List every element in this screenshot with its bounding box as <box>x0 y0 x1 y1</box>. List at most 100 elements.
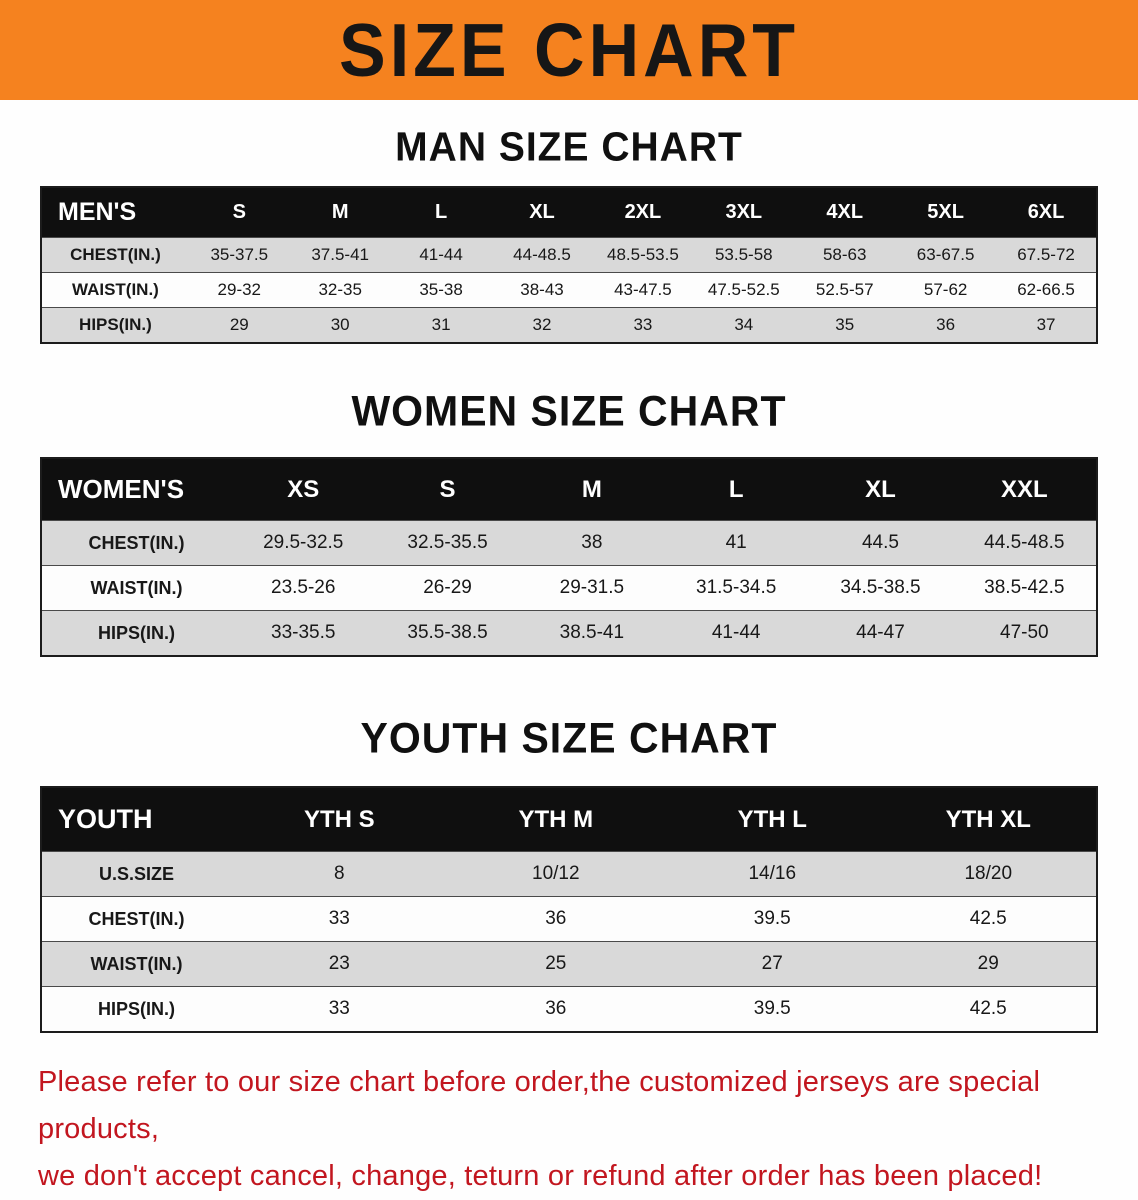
size-header-cell: M <box>519 458 665 521</box>
size-header-cell: XXL <box>952 458 1097 521</box>
value-cell: 48.5-53.5 <box>592 237 694 273</box>
value-cell: 57-62 <box>895 272 997 308</box>
value-cell: 32-35 <box>289 272 391 308</box>
women-size-chart-heading: WOMEN SIZE CHART <box>351 386 787 436</box>
value-cell: 44.5 <box>808 520 953 566</box>
disclaimer-line-1: Please refer to our size chart before or… <box>38 1066 1041 1145</box>
value-cell: 31.5-34.5 <box>664 565 809 611</box>
value-cell: 30 <box>289 307 391 343</box>
table-row: HIPS(IN.) 33 36 39.5 42.5 <box>41 986 1097 1032</box>
row-label: CHEST(IN.) <box>41 520 232 566</box>
table-title-cell: WOMEN'S <box>41 458 232 521</box>
value-cell: 42.5 <box>880 986 1097 1032</box>
value-cell: 33 <box>231 986 448 1032</box>
size-header-cell: 5XL <box>895 187 997 238</box>
youth-size-table: YOUTH YTH S YTH M YTH L YTH XL U.S.SIZE 8 10/12… <box>40 786 1098 1033</box>
size-chart-banner: SIZE CHART <box>0 0 1138 100</box>
size-header-cell: S <box>188 187 290 238</box>
value-cell: 36 <box>447 986 665 1032</box>
table-row: WAIST(IN.) 23 25 27 29 <box>41 941 1097 987</box>
value-cell: 44-47 <box>808 610 953 656</box>
row-label: U.S.SIZE <box>41 851 232 897</box>
size-header-cell: YTH XL <box>880 787 1097 852</box>
value-cell: 25 <box>447 941 665 987</box>
row-label: HIPS(IN.) <box>41 307 189 343</box>
row-label: HIPS(IN.) <box>41 986 232 1032</box>
disclaimer-line-2: we don't accept cancel, change, teturn o… <box>38 1159 1043 1192</box>
size-chart-title: SIZE CHART <box>339 7 799 93</box>
value-cell: 23 <box>231 941 448 987</box>
value-cell: 33 <box>592 307 694 343</box>
value-cell: 35 <box>794 307 896 343</box>
row-label: CHEST(IN.) <box>41 896 232 942</box>
value-cell: 47.5-52.5 <box>693 272 795 308</box>
table-row: WAIST(IN.) 29-32 32-35 35-38 38-43 43-47.5 47.… <box>41 272 1097 308</box>
value-cell: 29 <box>188 307 290 343</box>
row-label: WAIST(IN.) <box>41 941 232 987</box>
value-cell: 29 <box>880 941 1097 987</box>
value-cell: 63-67.5 <box>895 237 997 273</box>
disclaimer: Please refer to our size chart before or… <box>38 1059 1100 1200</box>
value-cell: 38 <box>519 520 665 566</box>
size-header-cell: YTH S <box>231 787 448 852</box>
value-cell: 23.5-26 <box>231 565 376 611</box>
womens-size-table: WOMEN'S XS S M L XL XXL CHEST(IN.) 29.5-32.5 32.5… <box>40 457 1098 657</box>
value-cell: 35.5-38.5 <box>375 610 520 656</box>
value-cell: 62-66.5 <box>996 272 1097 308</box>
value-cell: 26-29 <box>375 565 520 611</box>
size-header-cell: XL <box>491 187 593 238</box>
table-row: U.S.SIZE 8 10/12 14/16 18/20 <box>41 851 1097 897</box>
value-cell: 38.5-42.5 <box>952 565 1097 611</box>
youth-size-chart-heading: YOUTH SIZE CHART <box>360 713 778 763</box>
value-cell: 32 <box>491 307 593 343</box>
value-cell: 39.5 <box>664 896 881 942</box>
size-header-cell: 4XL <box>794 187 896 238</box>
value-cell: 37 <box>996 307 1097 343</box>
value-cell: 35-38 <box>390 272 492 308</box>
men-size-chart-heading: MAN SIZE CHART <box>395 124 743 171</box>
value-cell: 37.5-41 <box>289 237 391 273</box>
value-cell: 29-32 <box>188 272 290 308</box>
value-cell: 42.5 <box>880 896 1097 942</box>
value-cell: 41 <box>664 520 809 566</box>
row-label: WAIST(IN.) <box>41 565 232 611</box>
table-row: CHEST(IN.) 33 36 39.5 42.5 <box>41 896 1097 942</box>
value-cell: 38-43 <box>491 272 593 308</box>
value-cell: 39.5 <box>664 986 881 1032</box>
row-label: CHEST(IN.) <box>41 237 189 273</box>
size-header-cell: M <box>289 187 391 238</box>
size-header-cell: L <box>664 458 809 521</box>
table-header-row: YOUTH YTH S YTH M YTH L YTH XL <box>41 787 1097 852</box>
value-cell: 33-35.5 <box>231 610 376 656</box>
table-row: HIPS(IN.) 33-35.5 35.5-38.5 38.5-41 41-44 44-… <box>41 610 1097 656</box>
value-cell: 33 <box>231 896 448 942</box>
mens-size-table: MEN'S S M L XL 2XL 3XL 4XL 5XL 6XL CHEST(IN.) 35-37… <box>40 186 1098 344</box>
value-cell: 47-50 <box>952 610 1097 656</box>
value-cell: 38.5-41 <box>519 610 665 656</box>
size-header-cell: 2XL <box>592 187 694 238</box>
value-cell: 53.5-58 <box>693 237 795 273</box>
row-label: WAIST(IN.) <box>41 272 189 308</box>
value-cell: 27 <box>664 941 881 987</box>
value-cell: 44.5-48.5 <box>952 520 1097 566</box>
size-header-cell: 6XL <box>996 187 1097 238</box>
men-section: MAN SIZE CHART MEN'S S M L XL 2XL 3XL 4XL 5XL 6XL… <box>0 124 1138 344</box>
table-title-cell: YOUTH <box>41 787 232 852</box>
value-cell: 41-44 <box>390 237 492 273</box>
table-header-row: MEN'S S M L XL 2XL 3XL 4XL 5XL 6XL <box>41 187 1097 238</box>
size-header-cell: L <box>390 187 492 238</box>
youth-section: YOUTH SIZE CHART YOUTH YTH S YTH M YTH L YTH… <box>0 713 1138 1033</box>
women-section: WOMEN SIZE CHART WOMEN'S XS S M L XL XXL CHEST(… <box>0 386 1138 657</box>
value-cell: 8 <box>231 851 448 897</box>
value-cell: 43-47.5 <box>592 272 694 308</box>
value-cell: 34.5-38.5 <box>808 565 953 611</box>
value-cell: 34 <box>693 307 795 343</box>
value-cell: 35-37.5 <box>188 237 290 273</box>
size-header-cell: YTH M <box>447 787 665 852</box>
value-cell: 41-44 <box>664 610 809 656</box>
value-cell: 36 <box>895 307 997 343</box>
value-cell: 52.5-57 <box>794 272 896 308</box>
value-cell: 32.5-35.5 <box>375 520 520 566</box>
table-row: WAIST(IN.) 23.5-26 26-29 29-31.5 31.5-34.5 34… <box>41 565 1097 611</box>
